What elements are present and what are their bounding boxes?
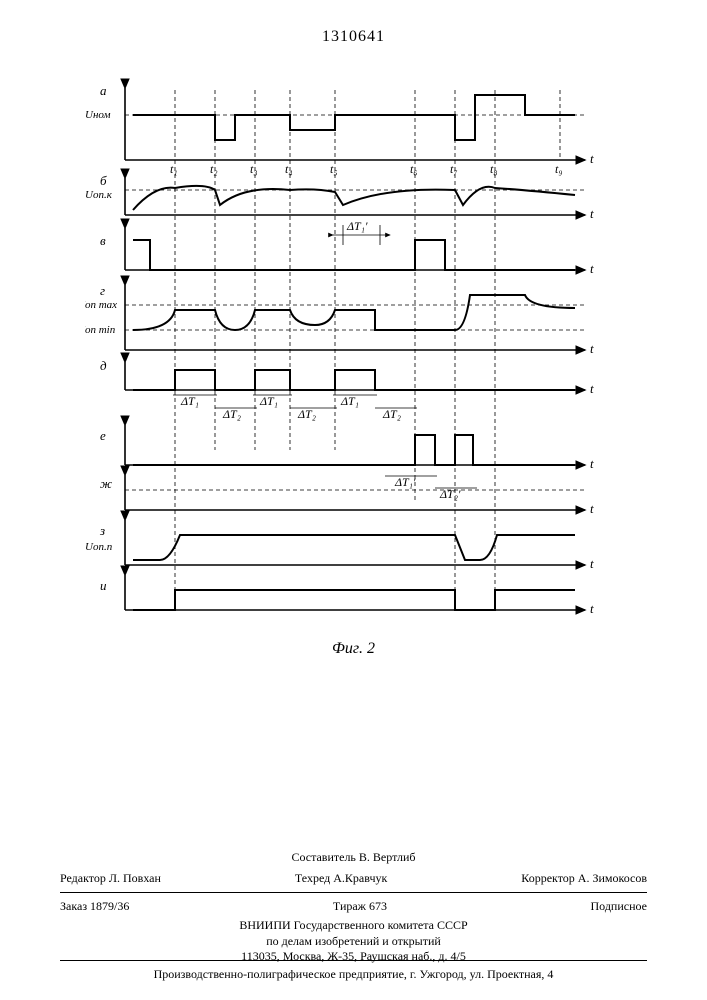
svg-text:ΔT₂: ΔT₂ <box>382 407 401 421</box>
svg-text:б: б <box>100 173 107 188</box>
footer: Производственно-полиграфическое предприя… <box>60 956 647 982</box>
corrector: Корректор А. Зимокосов <box>521 871 647 886</box>
svg-text:в: в <box>100 233 106 248</box>
svg-text:t₆: t₆ <box>410 162 418 176</box>
row-z: з Uоп.п t <box>85 520 594 571</box>
svg-text:ΔT₁′: ΔT₁′ <box>394 475 416 489</box>
svg-text:t₃: t₃ <box>250 162 258 176</box>
document-number: 1310641 <box>0 28 707 46</box>
svg-text:ΔT₂: ΔT₂ <box>222 407 241 421</box>
subscription: Подписное <box>591 899 648 914</box>
credits-block: Составитель В. Вертлиб Редактор Л. Повха… <box>60 850 647 965</box>
svg-text:t₉: t₉ <box>555 162 563 176</box>
svg-text:t: t <box>590 501 594 516</box>
svg-text:t: t <box>590 341 594 356</box>
svg-text:ΔT₁: ΔT₁ <box>259 394 278 408</box>
org-line2: по делам изобретений и открытий <box>60 934 647 950</box>
svg-text:ΔT₁: ΔT₁ <box>180 394 199 408</box>
svg-text:е: е <box>100 428 106 443</box>
svg-text:t: t <box>590 206 594 221</box>
svg-text:Uоп min: Uоп min <box>85 324 116 336</box>
svg-text:ж: ж <box>100 476 112 491</box>
svg-text:t: t <box>590 601 594 616</box>
svg-text:д: д <box>100 358 107 373</box>
row-d: д t ΔT₁ ΔT₂ ΔT₁ ΔT₂ ΔT₁ ΔT₂ <box>100 358 594 421</box>
svg-text:г: г <box>100 283 105 298</box>
svg-text:t: t <box>590 381 594 396</box>
svg-text:Uоп.к: Uоп.к <box>85 189 113 201</box>
svg-text:ΔT₁′: ΔT₁′ <box>346 219 368 233</box>
printer-info: Производственно-полиграфическое предприя… <box>60 967 647 982</box>
svg-text:t: t <box>590 151 594 166</box>
svg-text:t₄: t₄ <box>285 162 293 176</box>
svg-text:ΔT₁: ΔT₁ <box>340 394 359 408</box>
row-v: в t ΔT₁′ <box>100 219 594 276</box>
svg-text:t₂: t₂ <box>210 162 218 176</box>
svg-text:ΔT₂′: ΔT₂′ <box>439 487 461 501</box>
divider <box>60 892 647 893</box>
svg-text:Uоп.п: Uоп.п <box>85 541 113 553</box>
row-b: б Uоп.к t <box>85 173 594 221</box>
svg-text:t₇: t₇ <box>450 162 458 176</box>
order-number: Заказ 1879/36 <box>60 899 129 914</box>
org-line1: ВНИИПИ Государственного комитета СССР <box>60 918 647 934</box>
svg-text:t: t <box>590 261 594 276</box>
compiler: Составитель В. Вертлиб <box>60 850 647 865</box>
row-g: г Uоп max Uоп min t <box>85 283 594 356</box>
svg-text:t₁: t₁ <box>170 162 178 176</box>
figure-caption: Фиг. 2 <box>0 640 707 658</box>
row-label-a: а <box>100 83 107 98</box>
footer-divider <box>60 960 647 961</box>
page: 1310641 а Uном t <box>0 0 707 1000</box>
svg-text:и: и <box>100 578 107 593</box>
tech-editor: Техред А.Кравчук <box>295 871 387 886</box>
svg-text:t: t <box>590 556 594 571</box>
row-a: а Uном t t₁ t₂ t₃ t₄ t₅ t₆ t₇ t₈ t₉ <box>85 83 594 176</box>
svg-text:з: з <box>99 523 105 538</box>
svg-text:Uоп max: Uоп max <box>85 299 117 311</box>
svg-text:t₅: t₅ <box>330 162 338 176</box>
editor: Редактор Л. Повхан <box>60 871 161 886</box>
svg-text:t₈: t₈ <box>490 162 498 176</box>
svg-text:t: t <box>590 456 594 471</box>
row-i: и t <box>100 575 594 616</box>
svg-text:ΔT₂: ΔT₂ <box>297 407 316 421</box>
circulation: Тираж 673 <box>333 899 387 914</box>
u-nom-label: Uном <box>85 109 111 121</box>
row-zh: ж t ΔT₁′ ΔT₂′ <box>100 475 594 516</box>
row-e: е t <box>100 425 594 471</box>
timing-diagram: а Uном t t₁ t₂ t₃ t₄ t₅ t₆ t₇ t₈ t₉ б Uо… <box>85 70 605 630</box>
